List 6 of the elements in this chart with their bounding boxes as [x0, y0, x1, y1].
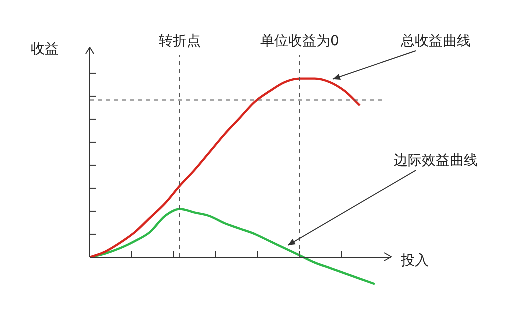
- text: 转折点: [159, 34, 201, 50]
- y-axis-title: 收益: [31, 42, 59, 58]
- x-axis-title: 投入: [400, 253, 429, 270]
- text: 单位收益为0: [260, 34, 340, 50]
- text: 边际效益曲线: [394, 153, 478, 170]
- text: 总收益曲线: [400, 34, 471, 50]
